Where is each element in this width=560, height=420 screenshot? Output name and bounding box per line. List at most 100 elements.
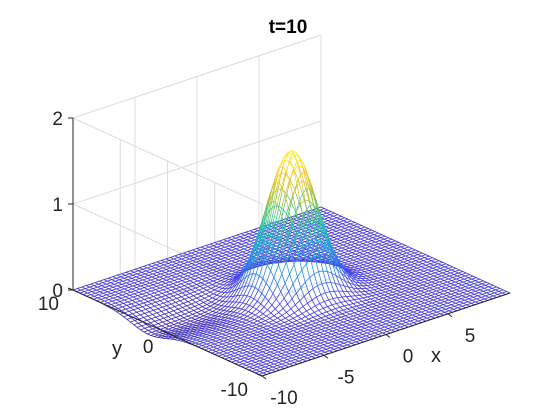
mesh-segment [225, 354, 231, 357]
mesh-segment [270, 325, 276, 328]
mesh-segment [360, 237, 366, 240]
mesh-segment [163, 316, 169, 319]
mesh-segment [299, 300, 304, 307]
mesh-segment [299, 159, 306, 173]
mesh-segment [91, 289, 97, 293]
mesh-segment [314, 256, 319, 273]
mesh-segment [165, 258, 170, 261]
mesh-segment [258, 363, 263, 366]
mesh-segment [365, 234, 370, 237]
mesh-segment [257, 330, 263, 333]
mesh-segment [232, 255, 238, 259]
mesh-segment [369, 256, 374, 260]
mesh-segment [294, 359, 299, 362]
mesh-segment [206, 342, 212, 345]
mesh-segment [165, 256, 171, 260]
mesh-segment [342, 333, 348, 337]
mesh-segment [335, 230, 340, 234]
mesh-segment [195, 325, 200, 327]
mesh-segment [217, 243, 222, 247]
mesh-segment [252, 366, 258, 369]
mesh-segment [153, 334, 159, 337]
mesh-segment [191, 261, 197, 265]
mesh-segment [323, 221, 328, 225]
mesh-segment [275, 211, 281, 232]
mesh-segment [362, 285, 367, 289]
mesh-segment [270, 336, 277, 339]
mesh-segment [280, 319, 285, 323]
mesh-segment [278, 235, 285, 238]
mesh-segment [183, 302, 188, 307]
mesh-segment [329, 324, 335, 327]
mesh-segment [208, 348, 213, 351]
mesh-segment [90, 294, 95, 297]
mesh-segment [257, 320, 262, 324]
mesh-segment [307, 353, 314, 356]
mesh-segment [232, 346, 238, 349]
mesh-segment [200, 280, 206, 284]
mesh-segment [360, 291, 365, 295]
mesh-segment [237, 352, 243, 356]
mesh-segment [327, 229, 334, 232]
mesh-segment [338, 230, 345, 234]
mesh-segment [278, 362, 283, 365]
mesh-segment [184, 313, 189, 317]
mesh-segment [159, 264, 165, 267]
mesh-segment [137, 306, 143, 309]
mesh-segment [197, 267, 203, 271]
mesh-segment [138, 302, 144, 305]
mesh-segment [302, 357, 308, 361]
mesh-segment [262, 278, 267, 284]
mesh-segment [222, 252, 227, 256]
mesh-segment [210, 298, 217, 303]
mesh-segment [187, 301, 192, 305]
mesh-segment [234, 351, 240, 354]
mesh-segment [236, 233, 242, 236]
mesh-segment [380, 235, 386, 239]
mesh-segment [206, 277, 211, 280]
mesh-segment [282, 359, 288, 362]
mesh-segment [189, 269, 194, 272]
mesh-segment [213, 293, 218, 296]
mesh-segment [228, 355, 235, 359]
mesh-segment [311, 238, 316, 258]
mesh-segment [194, 289, 200, 293]
mesh-segment [169, 306, 176, 309]
mesh-segment [294, 300, 301, 306]
mesh-segment [287, 201, 292, 217]
mesh-segment [323, 301, 328, 307]
mesh-segment [210, 331, 216, 334]
mesh-segment [152, 282, 158, 286]
mesh-segment [305, 243, 310, 249]
mesh-segment [139, 300, 144, 304]
mesh-segment [288, 283, 294, 293]
mesh-segment [337, 296, 343, 299]
mesh-segment [300, 241, 306, 244]
mesh-segment [283, 347, 288, 350]
mesh-segment [319, 332, 324, 335]
mesh-segment [260, 355, 266, 359]
mesh-segment [361, 288, 366, 292]
mesh-segment [324, 292, 330, 301]
mesh-segment [162, 289, 168, 293]
mesh-segment [272, 356, 277, 359]
mesh-segment [292, 342, 298, 345]
mesh-segment [278, 337, 283, 341]
mesh-segment [266, 248, 273, 266]
mesh-segment [189, 293, 194, 297]
mesh-segment [356, 250, 361, 254]
mesh-segment [247, 358, 253, 362]
mesh-segment [210, 315, 216, 319]
mesh-segment [200, 295, 206, 299]
mesh-segment [170, 278, 175, 281]
mesh-segment [125, 308, 130, 312]
mesh-segment [170, 289, 175, 293]
mesh-segment [301, 239, 306, 243]
mesh-segment [313, 273, 318, 287]
mesh-segment [232, 333, 239, 336]
mesh-segment [227, 337, 233, 340]
mesh-segment [142, 279, 147, 282]
mesh-segment [309, 251, 314, 255]
mesh-segment [276, 185, 282, 206]
mesh-segment [205, 291, 211, 295]
